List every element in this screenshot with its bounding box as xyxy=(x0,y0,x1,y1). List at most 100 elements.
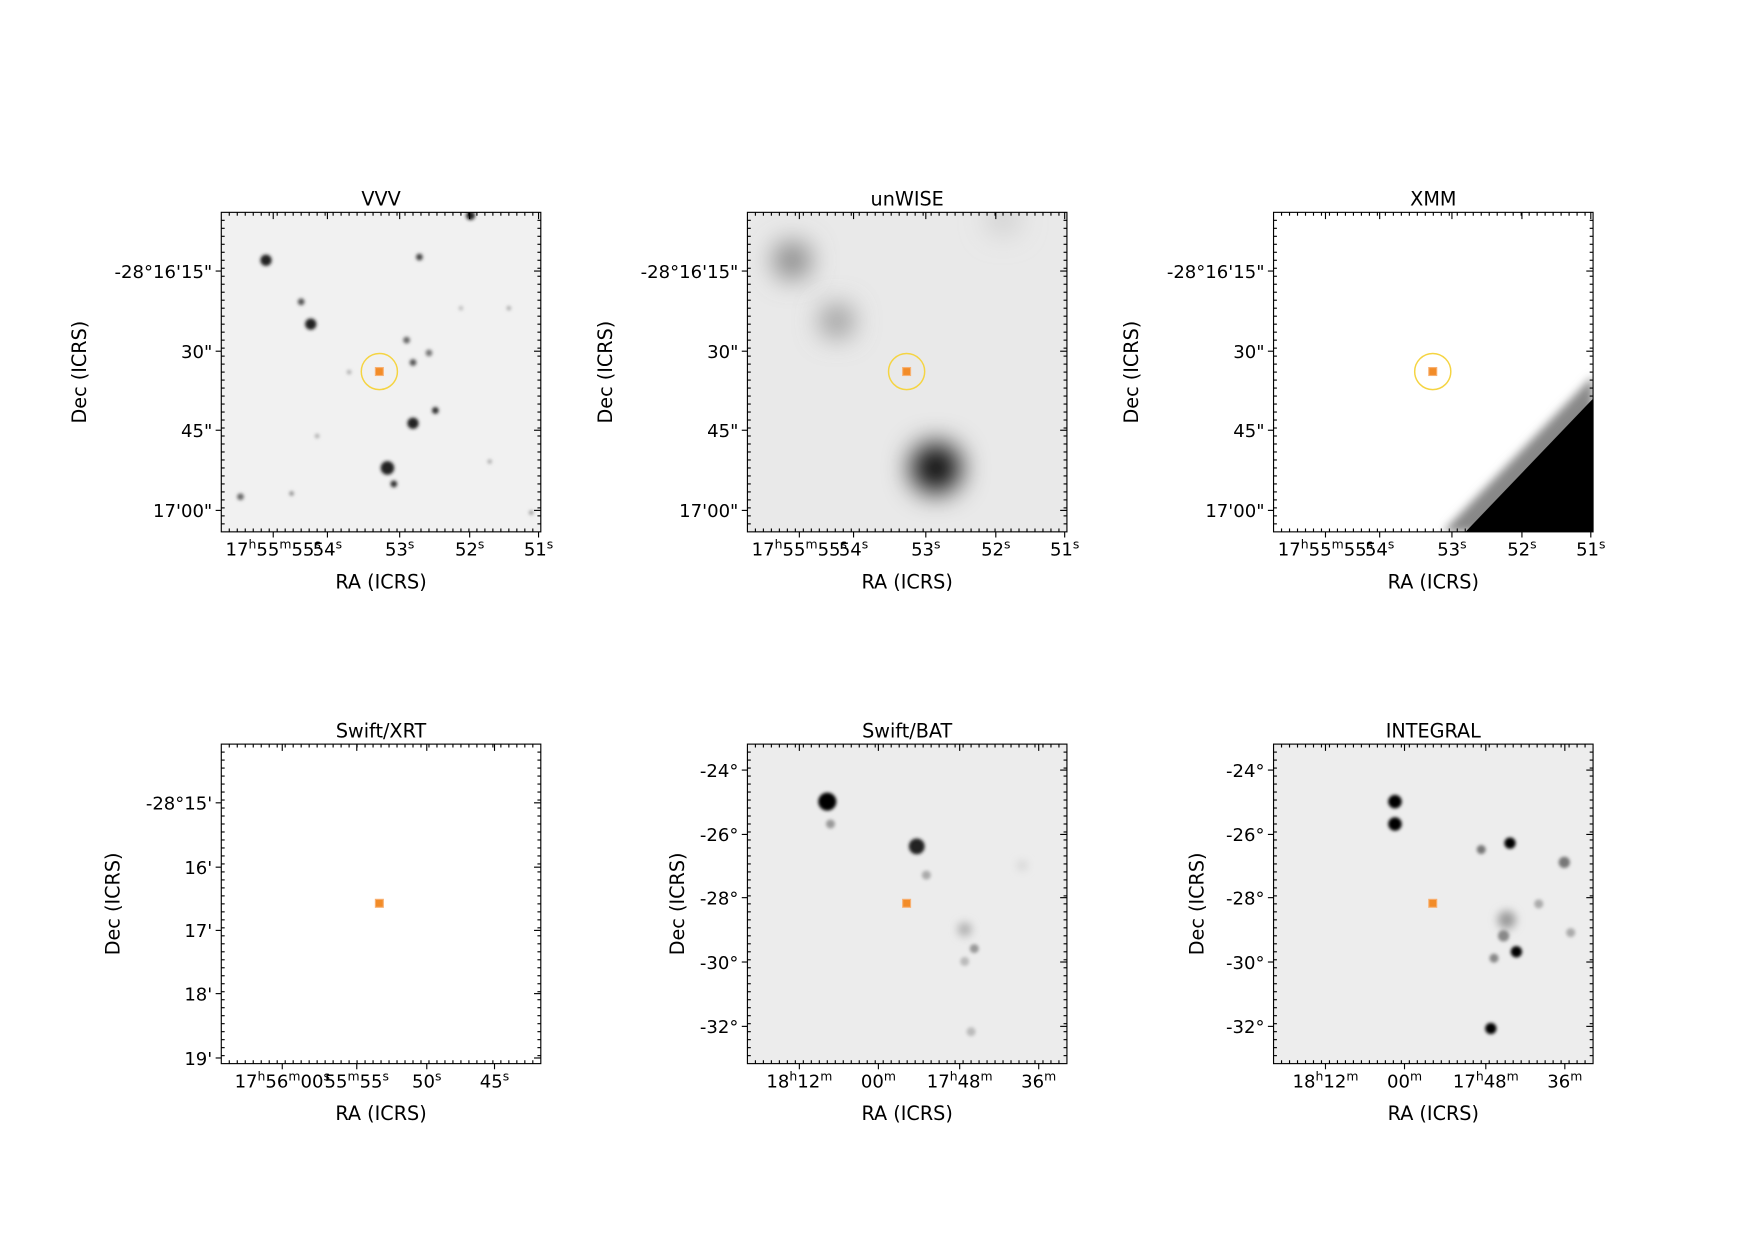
source xyxy=(1534,899,1544,909)
source xyxy=(458,305,464,311)
source xyxy=(957,922,972,937)
source xyxy=(465,212,476,221)
source xyxy=(825,819,836,829)
source xyxy=(908,838,925,855)
target-marker xyxy=(374,898,384,908)
error-circle xyxy=(1413,352,1452,391)
x-tick-label: 36m xyxy=(1021,1068,1056,1092)
y-tick-label: -28° xyxy=(700,888,738,909)
x-axis-label: RA (ICRS) xyxy=(335,570,426,593)
image-edge xyxy=(1465,398,1594,532)
source xyxy=(380,461,395,475)
x-tick-label: 54s xyxy=(1365,536,1394,561)
x-tick-label: 53s xyxy=(385,536,414,561)
y-axis-label: Dec (ICRS) xyxy=(1120,321,1143,424)
x-axis-label: RA (ICRS) xyxy=(1388,1102,1479,1125)
panel-title: Swift/XRT xyxy=(336,719,427,742)
y-tick-label: -30° xyxy=(1226,953,1265,974)
y-tick-label: 17' xyxy=(184,921,212,942)
x-tick-label: 54s xyxy=(313,536,342,561)
source xyxy=(528,510,534,515)
sources xyxy=(1388,794,1576,1035)
x-tick-label: 53s xyxy=(911,536,940,561)
x-tick-label: 17h56m00s xyxy=(235,1068,330,1092)
source xyxy=(1504,837,1516,849)
panel: 18h12m 00m 17h48m 36m -24° -26° -28° -30° -32° IN… xyxy=(1186,719,1594,1125)
source xyxy=(409,359,417,366)
source xyxy=(1510,946,1523,958)
y-tick-label: 17'00" xyxy=(153,501,212,522)
source xyxy=(403,336,410,344)
panel-title: XMM xyxy=(1410,188,1456,211)
source xyxy=(416,253,423,261)
y-tick-label: 30" xyxy=(181,342,212,363)
source xyxy=(1497,910,1516,929)
sources xyxy=(774,212,1019,493)
x-tick-label: 53s xyxy=(1437,536,1466,561)
source xyxy=(1476,845,1486,855)
y-tick-label: -28°16'15" xyxy=(115,262,213,283)
source xyxy=(346,369,352,375)
source xyxy=(821,305,853,337)
source xyxy=(921,870,931,880)
source xyxy=(1388,817,1402,831)
source xyxy=(969,944,979,954)
error-circle xyxy=(360,352,399,391)
x-axis-label: RA (ICRS) xyxy=(1388,570,1479,593)
target-marker xyxy=(1428,898,1438,908)
y-tick-label: 30" xyxy=(1233,342,1264,363)
sources xyxy=(818,792,1027,1037)
x-tick-label: 17h55m55s xyxy=(1278,536,1373,561)
x-tick-label: 17h55m55s xyxy=(752,536,847,561)
y-axis-label: Dec (ICRS) xyxy=(68,321,91,424)
y-axis-label: Dec (ICRS) xyxy=(1186,852,1209,955)
y-tick-label: -24° xyxy=(1226,761,1265,782)
y-tick-label: -28°16'15" xyxy=(641,262,739,283)
source xyxy=(297,298,305,306)
y-axis-label: Dec (ICRS) xyxy=(594,321,617,424)
y-tick-label: -28°15' xyxy=(146,794,212,815)
target-marker xyxy=(902,898,912,908)
y-tick-label: -32° xyxy=(1226,1017,1265,1038)
x-tick-label: 50s xyxy=(412,1068,441,1092)
x-tick-label: 18h12m xyxy=(1293,1068,1359,1092)
x-axis-label: RA (ICRS) xyxy=(335,1102,426,1125)
y-tick-label: 30" xyxy=(707,342,738,363)
source xyxy=(1485,1022,1497,1035)
y-tick-label: -26° xyxy=(700,825,738,846)
target-marker xyxy=(1428,367,1438,377)
y-tick-label: -24° xyxy=(700,761,738,782)
source xyxy=(1558,856,1570,868)
panel-title: unWISE xyxy=(871,188,944,211)
x-axis-label: RA (ICRS) xyxy=(862,570,953,593)
panel-title: Swift/BAT xyxy=(862,719,952,742)
y-tick-label: -30° xyxy=(700,953,738,974)
x-tick-label: 18h12m xyxy=(766,1068,832,1092)
source xyxy=(260,254,272,266)
source xyxy=(960,956,970,966)
x-tick-label: 55m55s xyxy=(325,1068,390,1092)
y-tick-label: -32° xyxy=(700,1017,738,1038)
x-tick-label: 45s xyxy=(480,1068,509,1092)
panel-title: INTEGRAL xyxy=(1386,719,1481,742)
source xyxy=(1489,953,1499,963)
source xyxy=(289,491,294,496)
source xyxy=(425,349,433,357)
x-tick-label: 52s xyxy=(1507,536,1536,561)
y-tick-label: 19' xyxy=(184,1049,212,1070)
source xyxy=(487,459,492,464)
error-circle xyxy=(887,352,926,391)
source xyxy=(431,407,439,414)
y-tick-label: 45" xyxy=(1233,421,1264,442)
source xyxy=(314,433,320,439)
y-tick-label: 16' xyxy=(184,858,212,879)
source xyxy=(966,1027,976,1037)
x-tick-label: 52s xyxy=(981,536,1010,561)
source xyxy=(1566,928,1576,938)
y-axis-label: Dec (ICRS) xyxy=(102,852,125,955)
